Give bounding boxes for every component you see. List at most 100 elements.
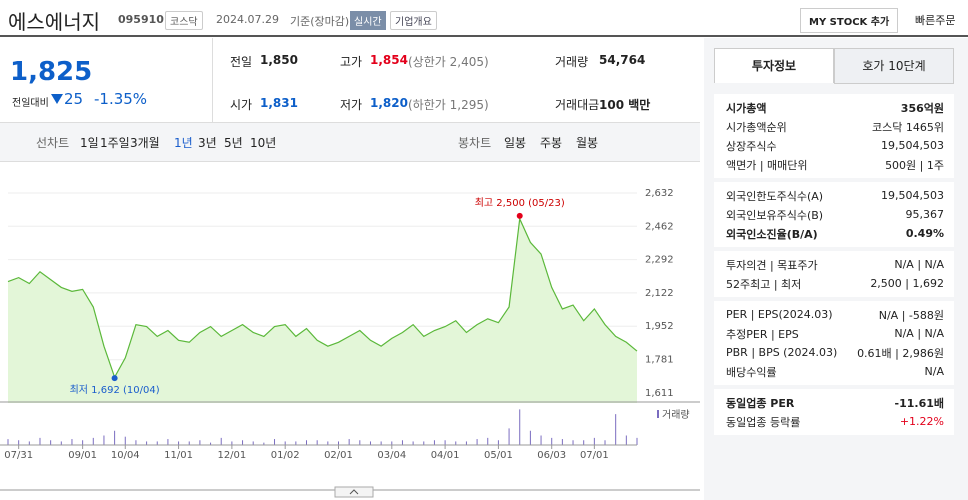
- side-value: 356억원: [900, 101, 944, 115]
- price-area: [8, 218, 637, 403]
- side-value: 코스닥 1465위: [872, 120, 944, 134]
- period-tab[interactable]: 3개월: [130, 136, 160, 150]
- side-row: 추정PER | EPS N/A | N/A: [726, 324, 944, 343]
- side-row: 외국인보유주식수(B) 95,367: [726, 205, 944, 224]
- side-label: 외국인소진율(B/A): [726, 227, 818, 241]
- side-row: 외국인한도주식수(A) 19,504,503: [726, 186, 944, 205]
- x-tick-label: 12/01: [217, 450, 246, 461]
- x-tick-label: 07/31: [4, 450, 33, 461]
- overview-button[interactable]: 기업개요: [390, 11, 437, 30]
- period-tab[interactable]: 5년: [224, 136, 243, 150]
- period-tab[interactable]: 1주일: [100, 136, 130, 150]
- side-label: 외국인보유주식수(B): [726, 208, 824, 222]
- side-tab[interactable]: 호가 10단계: [834, 48, 954, 84]
- summary-label: 저가: [340, 98, 363, 112]
- order-button[interactable]: 빠른주문: [915, 14, 956, 27]
- summary-value: 1,831: [260, 96, 298, 110]
- basis: 기준(장마감): [290, 15, 350, 28]
- side-section: 외국인한도주식수(A) 19,504,503 외국인보유주식수(B) 95,367 외국…: [714, 182, 954, 247]
- side-section: 투자의견 | 목표주가 N/A | N/A 52주최고 | 최저 2,500 | 1,…: [714, 251, 954, 297]
- side-label: 배당수익률: [726, 365, 777, 379]
- x-tick-label: 01/02: [271, 450, 300, 461]
- side-row: 액면가 | 매매단위 500원 | 1주: [726, 155, 944, 174]
- side-label: 시가총액: [726, 101, 767, 115]
- side-value: N/A | N/A: [894, 258, 944, 271]
- candle-tab[interactable]: 월봉: [576, 136, 599, 150]
- side-row: 외국인소진율(B/A) 0.49%: [726, 224, 944, 243]
- market: 코스닥: [165, 11, 203, 30]
- x-tick-label: 03/04: [377, 450, 406, 461]
- mystock-button[interactable]: MY STOCK 추가: [800, 8, 899, 33]
- summary-note: (하한가 1,295): [408, 98, 489, 112]
- candle-tab[interactable]: 일봉: [504, 136, 527, 150]
- realtime-badge[interactable]: 실시간: [350, 11, 386, 30]
- date: 2024.07.29: [216, 13, 279, 26]
- current-price: 1,825: [10, 57, 93, 87]
- summary-value: 1,854: [370, 53, 408, 67]
- period-tab[interactable]: 1일: [80, 136, 99, 150]
- y-tick-label: 1,611: [645, 388, 674, 399]
- side-value: 0.61배 | 2,986원: [857, 346, 944, 360]
- y-tick-label: 1,952: [645, 321, 674, 332]
- side-value: N/A | N/A: [894, 327, 944, 340]
- summary-label: 시가: [230, 98, 253, 112]
- period-tab[interactable]: 3년: [198, 136, 217, 150]
- side-label: 시가총액순위: [726, 120, 787, 134]
- side-row: 시가총액순위 코스닥 1465위: [726, 117, 944, 136]
- y-tick-label: 2,462: [645, 221, 674, 232]
- summary-value: 1,850: [260, 53, 298, 67]
- side-value: 500원 | 1주: [885, 158, 944, 172]
- volume-label: 거래량: [662, 409, 690, 421]
- change-label: 전일대비: [12, 98, 49, 109]
- side-label: 동일업종 등락률: [726, 415, 801, 429]
- x-tick-label: 05/01: [484, 450, 513, 461]
- change: 25: [64, 90, 84, 108]
- side-row: 동일업종 등락률 +1.22%: [726, 412, 944, 431]
- summary-value: 54,764: [599, 53, 646, 67]
- side-label: PER | EPS(2024.03): [726, 308, 833, 321]
- side-row: PBR | BPS (2024.03) 0.61배 | 2,986원: [726, 343, 944, 362]
- high-dot: [516, 212, 523, 219]
- side-row: 동일업종 PER -11.61배: [726, 393, 944, 412]
- x-tick-label: 10/04: [111, 450, 140, 461]
- side-label: 투자의견 | 목표주가: [726, 258, 818, 272]
- side-section: 시가총액 356억원 시가총액순위 코스닥 1465위 상장주식수 19,504,503 액…: [714, 94, 954, 178]
- candle-tab[interactable]: 주봉: [540, 136, 563, 150]
- low-label: 최저 1,692 (10/04): [70, 384, 160, 396]
- period-tab[interactable]: 10년: [250, 136, 277, 150]
- period-tab[interactable]: 1년: [174, 136, 193, 150]
- divider: [212, 38, 213, 122]
- change-rate: -1.35%: [94, 90, 148, 108]
- summary-label: 거래대금: [555, 98, 600, 112]
- side-row: PER | EPS(2024.03) N/A | -588원: [726, 305, 944, 324]
- summary-value: 1,820: [370, 96, 408, 110]
- side-value: +1.22%: [899, 415, 944, 428]
- collapse-arrow: [349, 489, 359, 495]
- stock-code: 095910: [118, 13, 164, 26]
- side-row: 상장주식수 19,504,503: [726, 136, 944, 155]
- side-tab[interactable]: 투자정보: [714, 48, 834, 83]
- side-label: 액면가 | 매매단위: [726, 158, 808, 172]
- side-row: 배당수익률 N/A: [726, 362, 944, 381]
- side-value: 2,500 | 1,692: [870, 277, 944, 290]
- side-value: 0.49%: [905, 227, 944, 240]
- side-value: 19,504,503: [881, 189, 944, 202]
- tab-label: 봉차트: [458, 136, 492, 150]
- collapse-button[interactable]: [334, 486, 374, 498]
- y-tick-label: 2,122: [645, 288, 674, 299]
- stock-name: 에스에너지: [8, 10, 100, 34]
- side-value: N/A: [924, 365, 944, 378]
- tab-label: 선차트: [36, 136, 70, 150]
- price-line: [7, 216, 638, 379]
- x-tick-label: 02/01: [324, 450, 353, 461]
- side-value: N/A | -588원: [878, 308, 944, 322]
- side-row: 시가총액 356억원: [726, 98, 944, 117]
- x-tick-label: 04/01: [431, 450, 460, 461]
- low-dot: [111, 375, 118, 382]
- chart: 1,611 1,781 1,952 2,122 2,292 2,462 2,632 최고 2,…: [0, 180, 700, 498]
- summary-label: 전일: [230, 55, 253, 69]
- divider: [0, 35, 968, 37]
- side-label: 동일업종 PER: [726, 396, 795, 410]
